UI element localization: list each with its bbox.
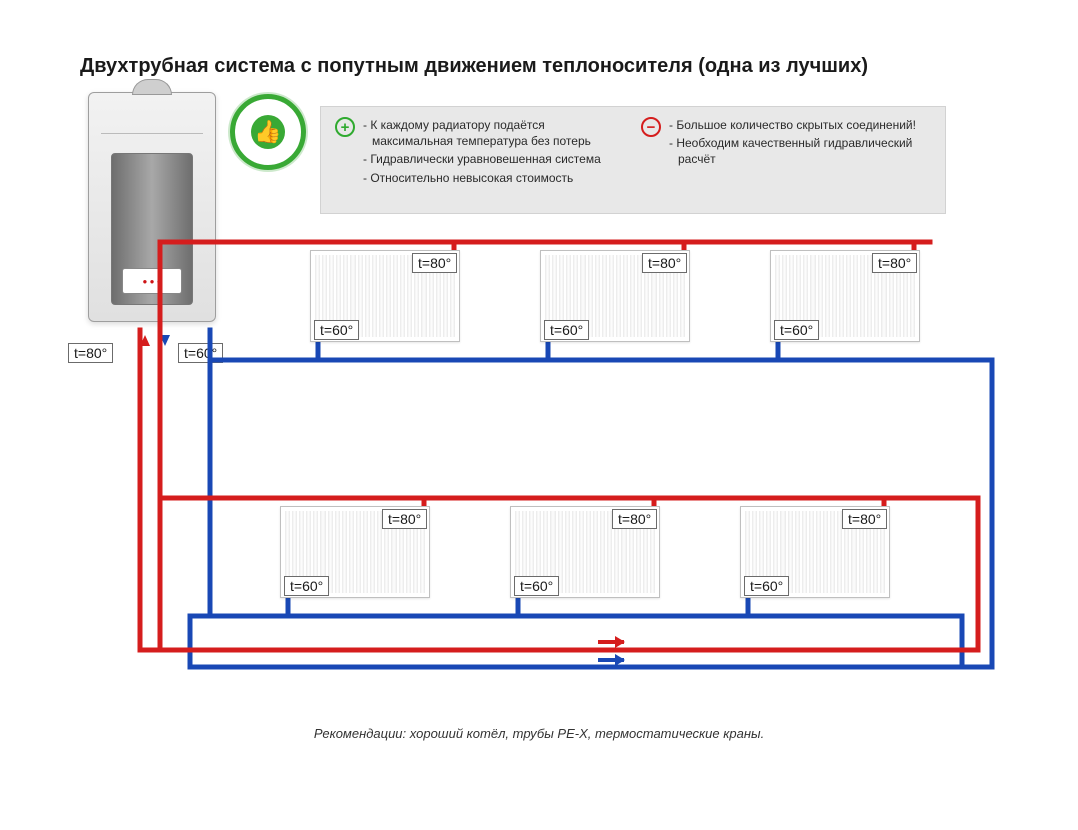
- stamp-ring: [233, 97, 303, 167]
- temp-rad-return: t=60°: [314, 320, 359, 340]
- temp-rad-return: t=60°: [744, 576, 789, 596]
- temp-rad-return: t=60°: [544, 320, 589, 340]
- recommended-stamp: 👍: [230, 94, 306, 170]
- pros-list: К каждому радиатору подаётся максимальна…: [363, 117, 625, 203]
- page-title: Двухтрубная система с попутным движением…: [80, 55, 868, 78]
- pro-item: К каждому радиатору подаётся максимальна…: [363, 117, 625, 149]
- flow-arrow-return-icon: [598, 658, 624, 662]
- minus-icon: −: [641, 117, 661, 137]
- flow-arrow-supply-icon: [598, 640, 624, 644]
- temp-rad-supply: t=80°: [612, 509, 657, 529]
- pros-column: + К каждому радиатору подаётся максималь…: [335, 117, 625, 203]
- temp-rad-return: t=60°: [774, 320, 819, 340]
- temp-rad-return: t=60°: [514, 576, 559, 596]
- temp-rad-supply: t=80°: [842, 509, 887, 529]
- con-item: Большое количество скрытых соединений!: [669, 117, 931, 133]
- plus-icon: +: [335, 117, 355, 137]
- temp-rad-supply: t=80°: [382, 509, 427, 529]
- recommendation-footer: Рекомендации: хороший котёл, трубы PE-X,…: [0, 726, 1078, 741]
- temp-rad-supply: t=80°: [412, 253, 457, 273]
- temp-rad-supply: t=80°: [642, 253, 687, 273]
- con-item: Необходим качественный гидравлический ра…: [669, 135, 931, 167]
- cons-column: − Большое количество скрытых соединений!…: [641, 117, 931, 203]
- pro-item: Гидравлически уравновешенная система: [363, 151, 625, 167]
- cons-list: Большое количество скрытых соединений! Н…: [669, 117, 931, 203]
- pro-item: Относительно невысокая стоимость: [363, 170, 625, 186]
- temp-rad-supply: t=80°: [872, 253, 917, 273]
- boiler-seam: [101, 133, 203, 134]
- temp-rad-return: t=60°: [284, 576, 329, 596]
- pros-cons-box: + К каждому радиатору подаётся максималь…: [320, 106, 946, 214]
- boiler-flue: [132, 79, 172, 95]
